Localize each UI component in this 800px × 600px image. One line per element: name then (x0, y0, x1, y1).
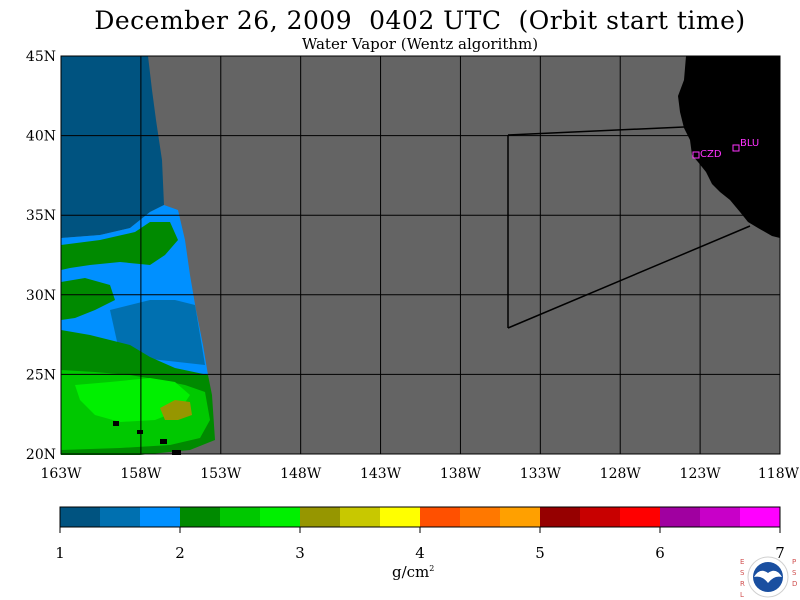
svg-text:R: R (740, 580, 745, 588)
lat-lon-grid (61, 56, 780, 454)
map-subtitle: Water Vapor (Wentz algorithm) (301, 35, 539, 53)
lon-tick-label: 133W (520, 466, 562, 482)
island-maui (160, 439, 167, 444)
svg-text:S: S (792, 569, 797, 577)
footprint-line-top (507, 126, 685, 136)
lat-tick-label: 20N (26, 447, 56, 463)
longitude-axis-labels: 163W 158W 153W 148W 143W 138W 133W 128W 123W 118W (40, 466, 799, 482)
lon-tick-label: 153W (200, 466, 242, 482)
colorbar-swatch (740, 507, 781, 527)
swath-band-olive (160, 400, 192, 420)
colorbar-swatch (420, 507, 461, 527)
colorbar-swatch (60, 507, 101, 527)
colorbar-swatch (100, 507, 141, 527)
lat-tick-label: 30N (26, 288, 56, 304)
lon-tick-label: 123W (680, 466, 722, 482)
station-marker-czd (692, 151, 700, 159)
lat-tick-label: 35N (26, 208, 56, 224)
svg-text:P: P (792, 558, 796, 566)
map-border (60, 55, 781, 455)
colorbar-swatch (620, 507, 661, 527)
swath-band-dark-green-1 (61, 222, 178, 270)
island-kauai (113, 421, 119, 426)
colorbar-tick-label: 6 (655, 544, 665, 562)
colorbar-swatch (300, 507, 341, 527)
colorbar-swatch (140, 507, 181, 527)
station-label-blu: BLU (740, 138, 759, 149)
station-markers: CZD BLU (692, 138, 759, 160)
colorbar-swatch (580, 507, 621, 527)
colorbar-swatch (340, 507, 381, 527)
map-title: December 26, 2009 0402 UTC (Orbit start … (94, 6, 746, 35)
noaa-seal-bird (754, 570, 782, 583)
colorbar-swatch (700, 507, 741, 527)
colorbar-swatch (460, 507, 501, 527)
satellite-footprint (507, 126, 751, 329)
colorbar-units: g/cm2 (392, 563, 434, 581)
land-mass-california (678, 56, 780, 238)
colorbar-swatch (220, 507, 261, 527)
water-vapor-swath (61, 56, 215, 455)
colorbar-tick-labels: 1 2 3 4 5 6 7 (55, 527, 785, 562)
colorbar-tick-label: 1 (55, 544, 65, 562)
colorbar-swatch (540, 507, 581, 527)
svg-text:S: S (740, 569, 745, 577)
colorbar-tick-label: 3 (295, 544, 305, 562)
colorbar-tick-label: 5 (535, 544, 545, 562)
colorbar-tick-label: 4 (415, 544, 425, 562)
colorbar-swatch (180, 507, 221, 527)
colorbar (59, 506, 781, 528)
lat-tick-label: 45N (26, 49, 56, 65)
lat-tick-label: 25N (26, 367, 56, 383)
station-marker-blu (732, 144, 740, 152)
lat-tick-label: 40N (26, 129, 56, 145)
lon-tick-label: 143W (360, 466, 402, 482)
island-oahu (137, 430, 143, 434)
lon-tick-label: 158W (120, 466, 162, 482)
swath-band-dark-blue (61, 56, 164, 238)
swath-band-dark-green-2 (61, 278, 115, 320)
footprint-line-bottom (507, 225, 751, 329)
colorbar-swatch (380, 507, 421, 527)
lon-tick-label: 163W (40, 466, 82, 482)
units-text: g/cm (392, 563, 430, 581)
svg-text:L: L (740, 591, 744, 599)
island-hawaii (172, 450, 181, 455)
svg-text:E: E (740, 558, 744, 566)
colorbar-swatch (260, 507, 301, 527)
colorbar-tick-label: 7 (775, 544, 785, 562)
units-superscript: 2 (429, 564, 435, 573)
lon-tick-label: 128W (600, 466, 642, 482)
colorbar-swatch (500, 507, 541, 527)
latitude-axis-labels: 45N 40N 35N 30N 25N 20N (26, 49, 56, 463)
colorbar-swatch (660, 507, 701, 527)
station-label-czd: CZD (700, 149, 722, 160)
lon-tick-label: 138W (440, 466, 482, 482)
svg-text:D: D (792, 580, 797, 588)
lon-tick-label: 148W (280, 466, 322, 482)
colorbar-tick-label: 2 (175, 544, 185, 562)
lon-tick-label: 118W (758, 466, 800, 482)
